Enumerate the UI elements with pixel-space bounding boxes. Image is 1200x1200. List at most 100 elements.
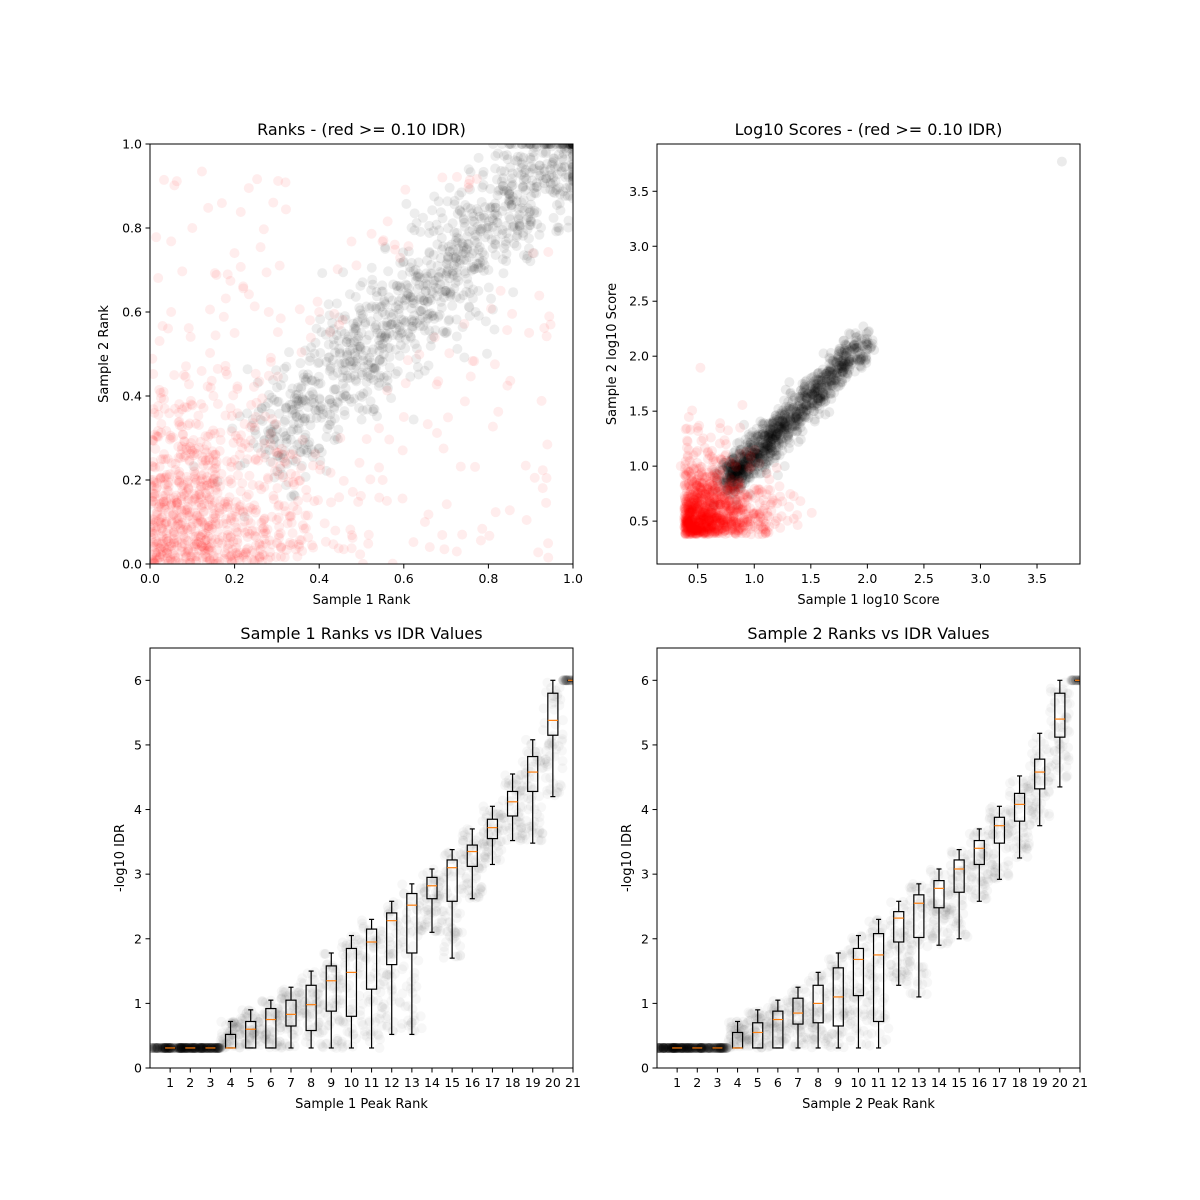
disagree-point	[158, 386, 169, 397]
agree-point	[424, 293, 435, 304]
agree-point	[367, 406, 378, 417]
x-tick-label: 1.5	[801, 571, 821, 586]
agree-point	[401, 316, 412, 327]
disagree-point	[504, 505, 515, 516]
disagree-point	[338, 475, 349, 486]
agree-point	[552, 184, 563, 195]
agree-point	[488, 144, 498, 149]
disagree-point	[258, 522, 269, 533]
agree-point	[268, 375, 279, 386]
agree-point	[422, 271, 433, 282]
agree-point	[457, 239, 468, 250]
agree-point	[369, 362, 380, 373]
idr-point	[317, 1041, 327, 1051]
agree-point	[777, 425, 788, 436]
agree-point	[506, 200, 517, 211]
agree-point	[525, 206, 536, 217]
agree-point	[802, 393, 813, 404]
disagree-point	[201, 447, 212, 458]
agree-point	[188, 461, 199, 472]
agree-point	[793, 436, 804, 447]
disagree-point	[150, 527, 158, 538]
agree-point	[515, 221, 526, 232]
agree-point	[517, 203, 528, 214]
disagree-point	[150, 460, 158, 471]
disagree-point	[163, 477, 174, 488]
agree-point	[405, 331, 416, 342]
agree-point	[380, 242, 391, 253]
disagree-point	[254, 551, 265, 562]
disagree-point	[229, 517, 240, 527]
agree-point	[717, 459, 728, 470]
agree-point	[300, 413, 311, 424]
disagree-point	[164, 469, 175, 480]
disagree-point	[194, 489, 205, 500]
agree-point	[384, 362, 395, 373]
agree-point	[802, 404, 813, 415]
agree-point	[501, 256, 512, 267]
disagree-point	[190, 551, 201, 562]
disagree-point	[245, 435, 256, 446]
disagree-point	[205, 348, 216, 359]
disagree-point	[195, 531, 206, 542]
disagree-point	[315, 460, 326, 471]
disagree-point	[219, 498, 230, 509]
disagree-point	[192, 449, 203, 460]
agree-point	[448, 251, 459, 262]
agree-point	[418, 280, 429, 291]
disagree-point	[170, 553, 181, 564]
disagree-point	[314, 307, 325, 317]
disagree-point	[543, 246, 554, 257]
agree-point	[365, 396, 376, 407]
agree-point	[451, 292, 462, 303]
agree-point	[834, 346, 845, 357]
agree-point	[396, 328, 407, 339]
disagree-point	[158, 496, 169, 507]
disagree-point	[182, 524, 193, 535]
agree-point	[489, 209, 500, 220]
agree-point	[373, 380, 384, 391]
agree-point	[773, 415, 784, 426]
agree-point	[561, 183, 572, 194]
disagree-point	[206, 545, 217, 556]
agree-point	[259, 443, 270, 454]
agree-point	[274, 439, 285, 450]
agree-point	[371, 291, 382, 302]
agree-point	[313, 378, 324, 389]
agree-point	[380, 243, 391, 254]
agree-point	[361, 377, 372, 388]
disagree-point	[408, 537, 419, 548]
agree-point	[760, 450, 771, 461]
agree-point	[828, 356, 839, 367]
agree-point	[518, 181, 529, 192]
disagree-point	[173, 407, 184, 418]
agree-point	[340, 358, 351, 369]
y-tick-label: 2.0	[629, 349, 649, 364]
agree-point	[563, 144, 573, 149]
disagree-point	[156, 512, 167, 523]
agree-point	[568, 144, 573, 149]
disagree-point	[681, 527, 692, 538]
agree-point	[430, 325, 441, 336]
chart-title: Ranks - (red >= 0.10 IDR)	[257, 120, 466, 139]
agree-point	[549, 187, 560, 198]
disagree-point	[152, 521, 163, 532]
disagree-point	[467, 355, 478, 366]
disagree-point	[295, 475, 306, 486]
disagree-point	[222, 553, 233, 564]
disagree-point	[709, 527, 720, 538]
agree-point	[398, 257, 409, 268]
disagree-point	[287, 528, 298, 539]
disagree-point	[172, 535, 183, 546]
disagree-point	[150, 515, 156, 526]
disagree-point	[254, 376, 265, 387]
disagree-point	[195, 436, 206, 447]
agree-point	[317, 404, 328, 415]
agree-point	[325, 325, 336, 336]
agree-point	[348, 318, 359, 329]
agree-point	[510, 144, 521, 149]
agree-point	[780, 384, 791, 395]
disagree-point	[377, 236, 388, 247]
agree-point	[480, 316, 491, 327]
agree-point	[288, 418, 299, 429]
